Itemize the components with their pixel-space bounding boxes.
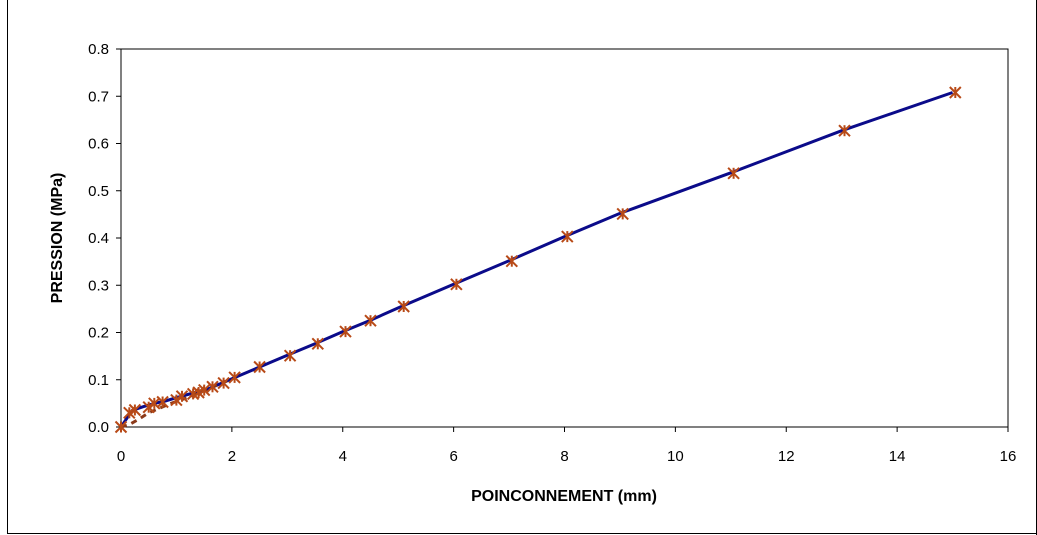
y-tick-label: 0.0 <box>88 419 109 436</box>
x-tick-label: 0 <box>117 448 125 465</box>
x-tick-label: 10 <box>667 448 684 465</box>
x-axis-title: POINCONNEMENT (mm) <box>471 488 657 505</box>
data-point-marker <box>175 390 189 403</box>
data-point-marker <box>727 167 740 180</box>
data-point-marker <box>114 420 128 434</box>
data-point-marker <box>253 360 266 374</box>
y-tick-label: 0.7 <box>88 88 109 105</box>
data-point-marker <box>156 395 169 409</box>
data-point-marker <box>838 124 851 137</box>
data-point-marker <box>339 325 352 338</box>
series-2-line <box>120 377 233 429</box>
x-tick-label: 8 <box>560 448 568 465</box>
data-point-marker <box>142 400 155 414</box>
x-tick-label: 4 <box>339 448 347 465</box>
data-point-marker <box>561 230 574 243</box>
data-point-marker <box>197 383 211 397</box>
data-point-marker <box>450 278 463 291</box>
y-tick-label: 0.3 <box>88 277 109 294</box>
data-point-marker <box>228 371 241 384</box>
data-point-marker <box>283 349 297 362</box>
data-point-marker <box>616 207 629 221</box>
data-point-marker <box>128 403 142 417</box>
y-tick-label: 0.8 <box>88 41 109 58</box>
x-tick-label: 14 <box>889 448 906 465</box>
data-point-marker <box>206 380 219 394</box>
y-axis: 0.0 0.1 0.2 0.3 0.4 0.5 0.6 0.7 0.8 <box>88 41 121 436</box>
chart-frame <box>7 0 1036 534</box>
x-tick-label: 6 <box>449 448 457 465</box>
data-point-marker <box>311 337 325 351</box>
series-layer <box>114 86 962 434</box>
series-1-line <box>119 91 954 428</box>
y-tick-label: 0.5 <box>88 183 109 200</box>
x-tick-label: 16 <box>1000 448 1017 465</box>
data-point-marker <box>217 376 230 390</box>
x-tick-label: 2 <box>228 448 236 465</box>
y-tick-label: 0.4 <box>88 230 109 247</box>
y-tick-label: 0.6 <box>88 136 109 153</box>
data-point-marker <box>364 314 377 327</box>
data-point-marker <box>949 86 962 99</box>
y-tick-label: 0.1 <box>88 372 109 389</box>
data-point-marker <box>505 254 519 268</box>
data-point-marker <box>397 300 410 313</box>
y-axis-title: PRESSION (MPa) <box>49 173 66 304</box>
y-tick-label: 0.2 <box>88 325 109 342</box>
x-axis: 0 2 4 6 8 10 12 14 16 <box>117 427 1017 465</box>
data-point-marker <box>170 393 183 407</box>
x-tick-label: 12 <box>778 448 795 465</box>
